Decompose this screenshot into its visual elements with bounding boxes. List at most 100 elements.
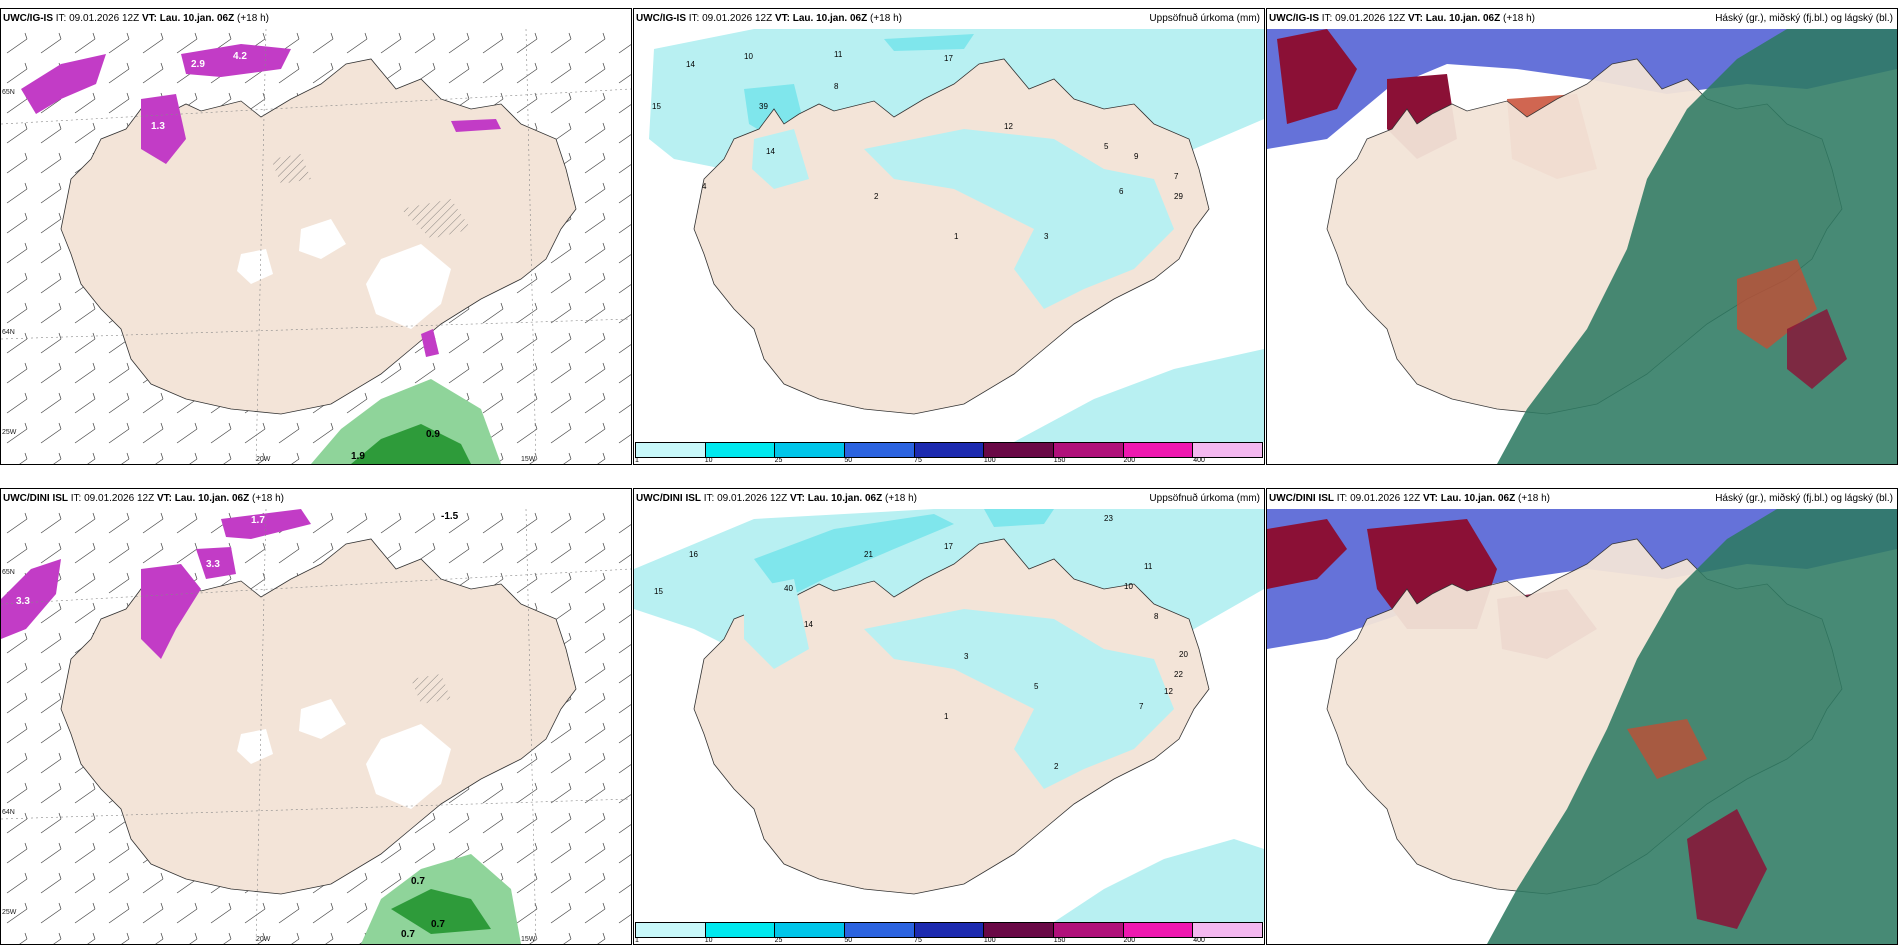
model-label: UWC/IG-IS <box>636 13 686 24</box>
lat-label: 64N <box>2 809 15 816</box>
value-label: -1.5 <box>441 511 459 522</box>
legend-label: 100 <box>983 937 996 944</box>
init-time: IT: 09.01.2026 12Z <box>70 493 155 504</box>
value-label: 2 <box>1054 762 1059 771</box>
map-area[interactable]: 14 15 10 17 11 39 12 14 8 29 9 7 6 5 4 3… <box>634 29 1264 442</box>
value-label: 11 <box>1144 562 1153 571</box>
valid-time: VT: Lau. 10.jan. 06Z <box>789 493 883 504</box>
panel-wind-dini: UWC/DINI ISL IT: 09.01.2026 12Z VT: Lau.… <box>0 488 632 945</box>
value-label: 1.9 <box>351 451 365 462</box>
panel-clouds-dini: UWC/DINI ISL IT: 09.01.2026 12Z VT: Lau.… <box>1266 488 1898 945</box>
panel-clouds-igis: UWC/IG-IS IT: 09.01.2026 12Z VT: Lau. 10… <box>1266 8 1898 465</box>
snow-region <box>237 249 273 284</box>
high-cloud-area <box>1487 509 1897 944</box>
value-label: 8 <box>1154 612 1159 621</box>
legend-swatch <box>845 443 915 457</box>
value-label: 7 <box>1139 702 1144 711</box>
value-label: 40 <box>784 584 793 593</box>
value-label: 4.2 <box>233 51 247 62</box>
map-area[interactable] <box>1267 509 1897 944</box>
precip-light-area <box>1054 839 1264 922</box>
legend-labels: 1 10 25 50 75 100 150 200 400 <box>635 937 1263 944</box>
lat-gridline <box>1 798 631 820</box>
legend-label: 25 <box>774 937 783 944</box>
lat-label: 65N <box>2 569 15 576</box>
legend-label: 150 <box>1053 457 1066 464</box>
value-label: 1.7 <box>251 515 265 526</box>
snow-precip-blob <box>421 329 439 357</box>
value-label: 16 <box>689 550 698 559</box>
panel-title: Uppsöfnuð úrkoma (mm) <box>1149 493 1260 504</box>
mid-cloud-area <box>1787 309 1847 389</box>
map-area[interactable] <box>1267 29 1897 464</box>
mid-cloud-area <box>1277 29 1357 124</box>
map-svg: 1.7 3.3 3.3 0.7 0.7 0.7 -1.5 <box>1 509 631 944</box>
map-area[interactable]: 1.7 3.3 3.3 0.7 0.7 0.7 -1.5 20W 15W 65N… <box>1 509 631 944</box>
model-label: UWC/IG-IS <box>3 13 53 24</box>
map-svg <box>1267 29 1897 464</box>
legend-label: 100 <box>983 457 996 464</box>
snow-region <box>366 724 451 809</box>
panel-title: Háský (gr.), miðský (fj.bl.) og lágský (… <box>1715 13 1893 24</box>
value-label: 14 <box>686 60 695 69</box>
valid-time: VT: Lau. 10.jan. 06Z <box>774 13 868 24</box>
snow-precip-blob <box>221 509 311 539</box>
value-label: 15 <box>652 102 661 111</box>
legend-swatches <box>635 922 1263 938</box>
value-label: 0.9 <box>426 429 440 440</box>
precip-on-land <box>744 579 809 669</box>
valid-time: VT: Lau. 10.jan. 06Z <box>1422 493 1516 504</box>
legend-label: 25 <box>774 457 783 464</box>
snow-precip-blob <box>181 44 291 77</box>
value-label: 29 <box>1174 192 1183 201</box>
legend-swatch <box>1193 443 1263 457</box>
panel-header: UWC/IG-IS IT: 09.01.2026 12Z VT: Lau. 10… <box>634 9 1264 29</box>
lead-time: (+18 h) <box>885 493 917 504</box>
value-label: 20 <box>1179 650 1188 659</box>
model-label: UWC/DINI ISL <box>636 493 701 504</box>
panel-wind-igis: UWC/IG-IS IT: 09.01.2026 12Z VT: Lau. 10… <box>0 8 632 465</box>
legend-swatch <box>1054 443 1124 457</box>
snow-precip-blob <box>141 564 201 659</box>
value-label: 12 <box>1004 122 1013 131</box>
legend-label: 150 <box>1053 937 1066 944</box>
value-label: 17 <box>944 54 953 63</box>
value-label: 15 <box>654 587 663 596</box>
precip-legend: 1 10 25 50 75 100 150 200 400 <box>634 442 1264 464</box>
iceland-land <box>693 538 1210 895</box>
snow-precip-blob <box>1 559 61 639</box>
legend-swatch <box>1193 923 1263 937</box>
lat-gridline <box>1 318 631 340</box>
legend-swatch <box>845 923 915 937</box>
value-label: 0.7 <box>401 929 415 940</box>
map-area[interactable]: 16 15 21 17 40 14 23 20 22 12 11 10 8 7 … <box>634 509 1264 922</box>
value-label: 23 <box>1104 514 1113 523</box>
lon-label: 20W <box>256 456 271 463</box>
valid-time: VT: Lau. 10.jan. 06Z <box>141 13 235 24</box>
value-label: 17 <box>944 542 953 551</box>
value-label: 14 <box>804 620 813 629</box>
lat-label: 25W <box>2 909 17 916</box>
panel-header: UWC/IG-IS IT: 09.01.2026 12Z VT: Lau. 10… <box>1267 9 1897 29</box>
panel-header: UWC/DINI ISL IT: 09.01.2026 12Z VT: Lau.… <box>634 489 1264 509</box>
legend-label: 400 <box>1193 937 1205 944</box>
value-label: 3 <box>1044 232 1049 241</box>
legend-swatch <box>705 923 776 937</box>
legend-label: 10 <box>704 937 713 944</box>
lead-time: (+18 h) <box>1503 13 1535 24</box>
hatched-area <box>271 154 311 184</box>
value-label: 11 <box>834 50 843 59</box>
hatched-area <box>411 674 451 704</box>
map-area[interactable]: 2.9 4.2 1.3 0.9 1.9 20W 15W 65N 64N 25W <box>1 29 631 464</box>
legend-swatch <box>705 443 776 457</box>
value-label: 5 <box>1034 682 1039 691</box>
legend-swatches <box>635 442 1263 458</box>
lat-label: 64N <box>2 329 15 336</box>
legend-swatch <box>775 443 846 457</box>
legend-label: 400 <box>1193 457 1205 464</box>
lat-label: 65N <box>2 89 15 96</box>
lon-label: 15W <box>521 456 536 463</box>
snow-precip-blob <box>21 54 106 114</box>
legend-swatch <box>914 443 985 457</box>
value-label: 2 <box>874 192 879 201</box>
